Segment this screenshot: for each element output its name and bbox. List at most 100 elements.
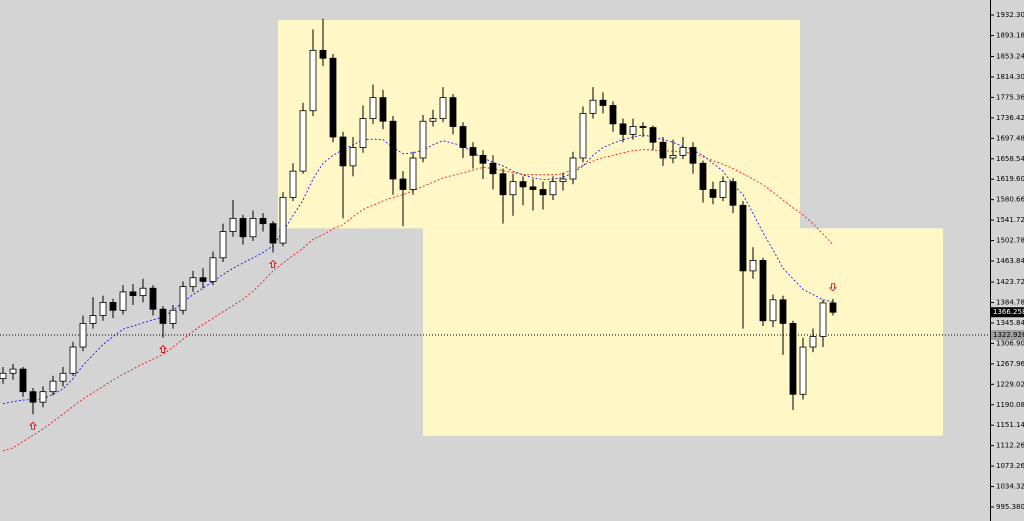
- candle-body: [479, 154, 487, 164]
- candle-body: [469, 147, 477, 156]
- candle-body: [159, 308, 167, 324]
- candle-body: [749, 259, 757, 272]
- candle-body: [669, 154, 677, 159]
- y-tick-label: 1580.660: [996, 196, 1024, 204]
- candle-body: [119, 291, 127, 311]
- candle-body: [419, 120, 427, 159]
- y-tick-label: 1423.720: [996, 278, 1024, 286]
- candle-body: [639, 126, 647, 128]
- candle-body: [769, 299, 777, 322]
- candle-body: [559, 178, 567, 183]
- price-line-box: [991, 329, 1024, 340]
- y-tick-label: 1345.840: [996, 319, 1024, 327]
- candle-body: [579, 112, 587, 159]
- candle-body: [729, 181, 737, 206]
- candle-body: [349, 147, 357, 167]
- candle-body: [379, 97, 387, 122]
- candle-body: [509, 181, 517, 196]
- moving-average: [2, 134, 834, 405]
- candle-body: [369, 97, 377, 120]
- price-line-label: 1322.926: [993, 331, 1024, 339]
- candle-body: [179, 286, 187, 311]
- candle-body: [589, 99, 597, 114]
- candle-body: [229, 217, 237, 232]
- candle-body: [409, 157, 417, 190]
- candle-body: [779, 299, 787, 324]
- candle-body: [609, 105, 617, 125]
- candle-body: [799, 346, 807, 395]
- current-price-label: 1366.258: [993, 308, 1024, 316]
- candle-body: [59, 372, 67, 382]
- candle-body: [69, 346, 77, 374]
- candle-body: [219, 231, 227, 259]
- candle-body: [549, 181, 557, 196]
- candle-body: [499, 173, 507, 196]
- candle-body: [189, 277, 197, 288]
- candle-body: [79, 323, 87, 348]
- current-price-box: [991, 307, 1024, 318]
- candle-body: [689, 147, 697, 164]
- candle-body: [449, 97, 457, 127]
- candle-body: [569, 157, 577, 180]
- y-tick-label: 1932.300: [996, 11, 1024, 19]
- candle-body: [169, 309, 177, 324]
- candle-body: [519, 181, 527, 188]
- candle-body: [39, 391, 47, 403]
- candle-body: [209, 257, 217, 282]
- candle-body: [819, 302, 827, 337]
- candle-body: [809, 336, 817, 348]
- candle-body: [629, 126, 637, 135]
- candle-body: [529, 186, 537, 190]
- y-tick-label: 1190.080: [996, 401, 1024, 409]
- y-tick-label: 995.380: [996, 503, 1024, 511]
- signal-arrow: [829, 283, 837, 292]
- candle-body: [239, 217, 247, 238]
- candle-body: [789, 323, 797, 395]
- candle-body: [129, 291, 137, 296]
- candle-body: [709, 189, 717, 198]
- candle-body: [49, 380, 57, 393]
- candle-body: [149, 287, 157, 310]
- candle-body: [289, 170, 297, 198]
- y-tick-label: 1853.240: [996, 53, 1024, 61]
- candle-body: [649, 127, 657, 143]
- candle-body: [29, 391, 37, 403]
- candle-body: [439, 97, 447, 120]
- y-tick-label: 1619.600: [996, 175, 1024, 183]
- candle-body: [429, 118, 437, 122]
- y-tick-label: 1267.960: [996, 360, 1024, 368]
- candle-body: [319, 49, 327, 59]
- candle-body: [399, 178, 407, 190]
- candle-body: [89, 315, 97, 324]
- candle-body: [489, 162, 497, 175]
- candle-body: [619, 123, 627, 135]
- candle-body: [539, 189, 547, 196]
- y-tick-label: 1541.720: [996, 216, 1024, 224]
- y-tick-label: 1814.300: [996, 73, 1024, 81]
- candle-body: [359, 118, 367, 148]
- y-tick-label: 1697.480: [996, 134, 1024, 142]
- candle-body: [699, 162, 707, 190]
- y-tick-label: 1229.020: [996, 380, 1024, 388]
- candle-body: [459, 126, 467, 148]
- candle-body: [759, 259, 767, 322]
- candle-body: [99, 302, 107, 316]
- candle-body: [269, 223, 277, 244]
- candle-body: [719, 181, 727, 198]
- y-tick-label: 1658.540: [996, 155, 1024, 163]
- y-tick-label: 1893.180: [996, 32, 1024, 40]
- candle-body: [259, 217, 267, 225]
- y-tick-label: 1306.900: [996, 339, 1024, 347]
- candle-body: [9, 368, 17, 374]
- candle-body: [19, 368, 27, 393]
- candle-body: [199, 277, 207, 282]
- signal-arrow: [159, 345, 167, 353]
- signal-arrow: [269, 259, 277, 268]
- candle-body: [659, 141, 667, 159]
- candle-body: [249, 217, 257, 238]
- candle-body: [139, 287, 147, 296]
- candle-body: [0, 372, 7, 379]
- y-tick-label: 1034.320: [996, 483, 1024, 491]
- y-tick-label: 1112.260: [996, 442, 1024, 450]
